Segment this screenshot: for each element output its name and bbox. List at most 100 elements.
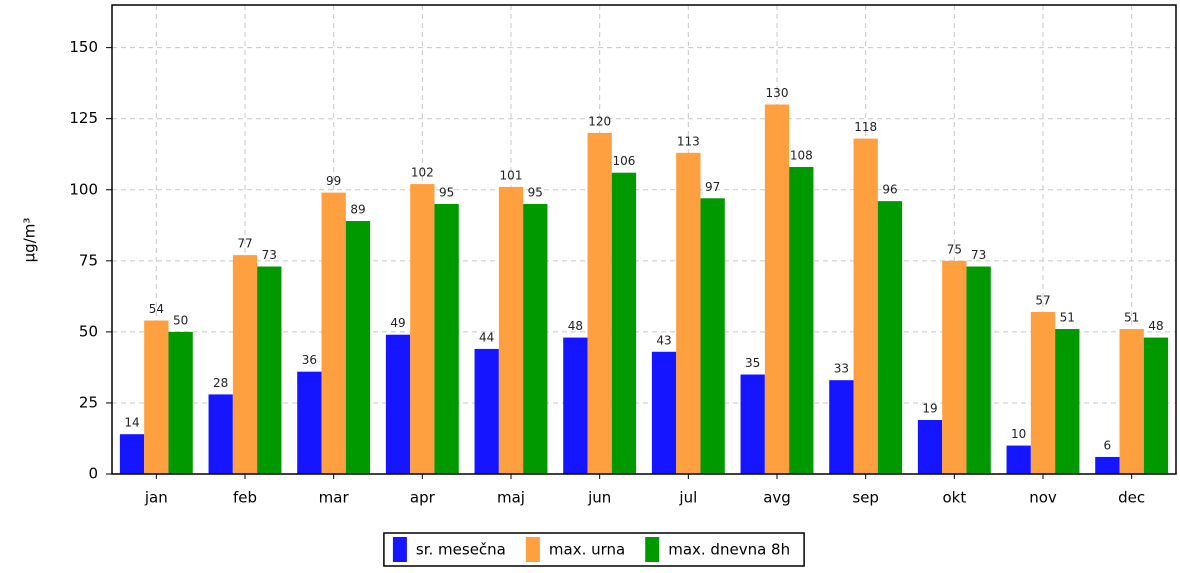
bar	[208, 394, 233, 474]
bar	[587, 132, 612, 474]
bar	[966, 266, 991, 474]
data-label: 102	[411, 166, 434, 180]
bar	[651, 351, 677, 474]
legend-swatch	[645, 537, 660, 562]
data-label: 44	[479, 330, 494, 344]
data-label: 35	[745, 356, 760, 370]
data-label: 48	[1148, 319, 1163, 333]
y-tick-label: 100	[69, 180, 98, 198]
data-label: 57	[1035, 293, 1050, 307]
x-tick-label: sep	[852, 489, 879, 507]
bar	[700, 198, 725, 474]
data-label: 28	[213, 376, 228, 390]
data-label: 108	[790, 149, 813, 163]
data-label: 120	[588, 114, 611, 128]
y-tick-label: 0	[88, 465, 98, 483]
data-label: 73	[971, 248, 986, 262]
y-tick-label: 125	[69, 109, 98, 127]
data-label: 51	[1060, 311, 1075, 325]
bar	[1143, 337, 1169, 474]
bar	[1119, 329, 1144, 474]
legend-label: max. dnevna 8h	[668, 541, 790, 559]
data-label: 14	[124, 416, 139, 430]
y-tick-label: 25	[79, 393, 98, 411]
data-label: 43	[656, 333, 671, 347]
data-label: 50	[173, 313, 188, 327]
data-label: 118	[854, 120, 877, 134]
data-label: 77	[237, 237, 252, 251]
bar	[942, 260, 967, 474]
data-label: 33	[834, 362, 849, 376]
bar	[144, 320, 169, 474]
x-tick-label: mar	[319, 489, 350, 507]
y-tick-label: 50	[79, 322, 98, 340]
data-label: 75	[947, 242, 962, 256]
x-tick-label: jan	[144, 489, 168, 507]
bar	[321, 192, 346, 474]
bar	[853, 138, 878, 474]
bar	[498, 186, 524, 474]
bar	[410, 184, 435, 474]
x-tick-label: dec	[1118, 489, 1145, 507]
data-label: 95	[439, 185, 454, 199]
legend-swatch	[392, 537, 407, 562]
bar	[740, 374, 765, 474]
x-tick-label: okt	[942, 489, 966, 507]
x-tick-label: feb	[233, 489, 257, 507]
bar	[523, 203, 548, 474]
data-label: 36	[302, 353, 317, 367]
legend-label: sr. mesečna	[416, 541, 506, 559]
data-label: 89	[350, 203, 365, 217]
bar	[232, 255, 258, 474]
x-tick-label: maj	[497, 489, 525, 507]
bar	[119, 434, 145, 474]
bar	[917, 419, 943, 474]
data-label: 101	[500, 168, 523, 182]
bar	[764, 104, 790, 474]
data-label: 130	[766, 86, 789, 100]
bar	[563, 337, 588, 474]
bar	[434, 203, 459, 474]
x-tick-label: apr	[410, 489, 436, 507]
bar	[385, 334, 411, 474]
bar	[877, 201, 903, 475]
bar	[676, 152, 701, 474]
data-label: 96	[882, 183, 897, 197]
data-label: 106	[613, 154, 636, 168]
data-label: 10	[1011, 427, 1026, 441]
bar	[257, 266, 282, 474]
data-label: 48	[568, 319, 583, 333]
bar	[1030, 311, 1056, 474]
bar	[1006, 445, 1031, 474]
data-label: 49	[390, 316, 405, 330]
y-axis-label: µg/m³	[21, 218, 39, 263]
bar	[474, 348, 499, 474]
data-label: 73	[262, 248, 277, 262]
x-tick-label: jun	[587, 489, 611, 507]
bar	[297, 371, 322, 474]
data-label: 54	[149, 302, 164, 316]
legend-swatch	[525, 537, 540, 562]
data-label: 97	[705, 180, 720, 194]
legend-label: max. urna	[549, 541, 625, 559]
data-label: 99	[326, 174, 341, 188]
bar	[168, 331, 193, 474]
legend-box	[383, 532, 805, 567]
bar	[1055, 329, 1080, 474]
data-label: 95	[528, 185, 543, 199]
bar	[611, 172, 637, 474]
x-tick-label: jul	[678, 489, 697, 507]
bar	[345, 221, 371, 474]
data-label: 113	[677, 134, 700, 148]
plot-frame	[111, 4, 1177, 475]
data-label: 51	[1124, 311, 1139, 325]
bar	[789, 167, 814, 474]
x-tick-label: nov	[1029, 489, 1057, 507]
bar	[1095, 456, 1120, 474]
x-tick-label: avg	[763, 489, 791, 507]
y-tick-label: 75	[79, 251, 98, 269]
bar	[829, 380, 854, 474]
data-label: 6	[1104, 438, 1112, 452]
y-tick-label: 150	[69, 38, 98, 56]
